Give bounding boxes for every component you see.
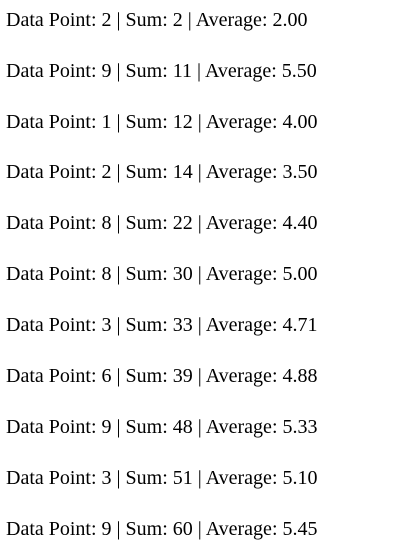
data-point-row: Data Point: 3 | Sum: 33 | Average: 4.71	[6, 314, 318, 336]
data-point-row: Data Point: 9 | Sum: 60 | Average: 5.45	[6, 518, 318, 540]
data-point-row: Data Point: 3 | Sum: 51 | Average: 5.10	[6, 467, 318, 489]
data-point-row: Data Point: 1 | Sum: 12 | Average: 4.00	[6, 111, 318, 133]
data-point-row: Data Point: 9 | Sum: 48 | Average: 5.33	[6, 416, 318, 438]
data-point-row: Data Point: 2 | Sum: 14 | Average: 3.50	[6, 161, 318, 183]
data-point-row: Data Point: 9 | Sum: 11 | Average: 5.50	[6, 60, 317, 82]
data-point-row: Data Point: 8 | Sum: 30 | Average: 5.00	[6, 263, 318, 285]
data-point-row: Data Point: 8 | Sum: 22 | Average: 4.40	[6, 212, 318, 234]
data-point-row: Data Point: 2 | Sum: 2 | Average: 2.00	[6, 9, 308, 31]
data-point-row: Data Point: 6 | Sum: 39 | Average: 4.88	[6, 365, 318, 387]
